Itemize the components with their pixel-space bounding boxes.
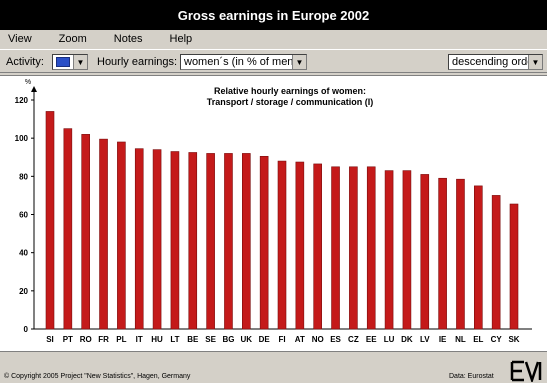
x-tick-label-cz: CZ <box>348 335 359 344</box>
chart-subtitle: Transport / storage / communication (I) <box>206 97 374 107</box>
window-title: Gross earnings in Europe 2002 <box>0 0 547 30</box>
bar-no <box>313 163 322 330</box>
x-tick-label-pl: PL <box>116 335 126 344</box>
bar-fr <box>99 138 108 330</box>
menu-notes[interactable]: Notes <box>113 33 143 45</box>
x-tick-label-ee: EE <box>366 335 377 344</box>
y-tick-label: 20 <box>19 287 28 296</box>
bar-fi <box>277 160 287 330</box>
activity-label: Activity: <box>6 56 44 68</box>
publisher-logo-icon <box>510 360 542 382</box>
x-tick-label-de: DE <box>259 335 271 344</box>
x-tick-label-be: BE <box>187 335 199 344</box>
y-tick-label: 100 <box>15 134 29 143</box>
x-tick-label-ie: IE <box>439 335 447 344</box>
copyright-text: © Copyright 2005 Project "New Statistics… <box>4 373 191 380</box>
bar-hu <box>152 149 162 330</box>
bar-pl <box>117 141 126 330</box>
sort-order-value: descending order <box>452 56 528 68</box>
bar-el <box>474 185 483 330</box>
footer: © Copyright 2005 Project "New Statistics… <box>0 352 547 383</box>
bar-cy <box>491 195 501 330</box>
bar-it <box>134 148 144 330</box>
toolbar: Activity: ▼ Hourly earnings: women´s (in… <box>0 49 547 73</box>
bar-uk <box>242 153 251 330</box>
chevron-down-icon[interactable]: ▼ <box>528 55 542 69</box>
bar-chart: % 0 20 40 60 80 100 120 SI PT RO FR PL IT HU LT BE SE BG UK… <box>15 79 532 344</box>
x-tick-label-at: AT <box>295 335 305 344</box>
y-tick-label: 60 <box>19 211 28 220</box>
x-tick-label-bg: BG <box>222 335 234 344</box>
x-tick-label-cy: CY <box>491 335 503 344</box>
bar-lt <box>170 151 180 330</box>
bar-nl <box>456 178 465 330</box>
x-tick-label-pt: PT <box>63 335 73 344</box>
y-tick-label: 120 <box>15 96 29 105</box>
x-tick-label-no: NO <box>312 335 324 344</box>
x-tick-label-hu: HU <box>151 335 163 344</box>
data-source: Data: Eurostat <box>449 373 494 380</box>
bar-ro <box>81 134 90 330</box>
bar-ee <box>366 166 376 330</box>
hourly-earnings-value: women´s (in % of men´s) <box>184 56 292 68</box>
y-tick-label: 40 <box>19 249 28 258</box>
bar-at <box>295 161 305 330</box>
hourly-earnings-select[interactable]: women´s (in % of men´s) ▼ <box>180 54 307 70</box>
y-tick-label: 0 <box>24 325 29 334</box>
x-tick-label-dk: DK <box>401 335 413 344</box>
x-tick-label-fi: FI <box>278 335 285 344</box>
sort-order-select[interactable]: descending order ▼ <box>448 54 543 70</box>
bar-de <box>259 155 269 330</box>
x-tick-label-nl: NL <box>455 335 466 344</box>
chevron-down-icon[interactable]: ▼ <box>73 55 87 69</box>
bar-si <box>45 111 55 330</box>
chevron-down-icon[interactable]: ▼ <box>292 55 306 69</box>
bar-lv <box>420 174 430 330</box>
bar-lu <box>384 170 394 330</box>
bar-pt <box>63 128 73 330</box>
menu-zoom[interactable]: Zoom <box>58 33 87 45</box>
x-tick-label-sk: SK <box>508 335 519 344</box>
bar-es <box>331 166 340 330</box>
x-tick-label-lt: LT <box>170 335 179 344</box>
bar-ie <box>438 177 447 330</box>
menu-help[interactable]: Help <box>169 33 193 45</box>
y-axis-label: % <box>25 79 31 86</box>
bar-cz <box>349 166 358 330</box>
x-tick-label-lv: LV <box>420 335 430 344</box>
menu-bar: View Zoom Notes Help <box>0 30 547 48</box>
hourly-earnings-label: Hourly earnings: <box>97 56 178 68</box>
y-axis-arrow <box>31 86 37 92</box>
x-tick-label-fr: FR <box>98 335 109 344</box>
x-tick-label-it: IT <box>136 335 143 344</box>
y-tick-label: 80 <box>19 172 28 181</box>
x-tick-label-es: ES <box>330 335 341 344</box>
bar-se <box>206 153 215 330</box>
activity-color-swatch <box>56 57 70 67</box>
x-tick-label-uk: UK <box>241 335 253 344</box>
menu-view[interactable]: View <box>8 33 32 45</box>
chart-area: Relative hourly earnings of women: Trans… <box>0 75 547 352</box>
x-tick-label-lu: LU <box>384 335 395 344</box>
bar-sk <box>509 203 519 330</box>
bar-be <box>188 152 198 330</box>
bar-bg <box>224 153 233 330</box>
activity-select[interactable]: ▼ <box>52 54 88 70</box>
x-tick-label-el: EL <box>473 335 483 344</box>
bar-dk <box>402 170 412 330</box>
chart-title: Relative hourly earnings of women: <box>213 86 367 96</box>
x-tick-label-ro: RO <box>80 335 92 344</box>
x-tick-label-se: SE <box>205 335 216 344</box>
x-tick-label-si: SI <box>46 335 54 344</box>
